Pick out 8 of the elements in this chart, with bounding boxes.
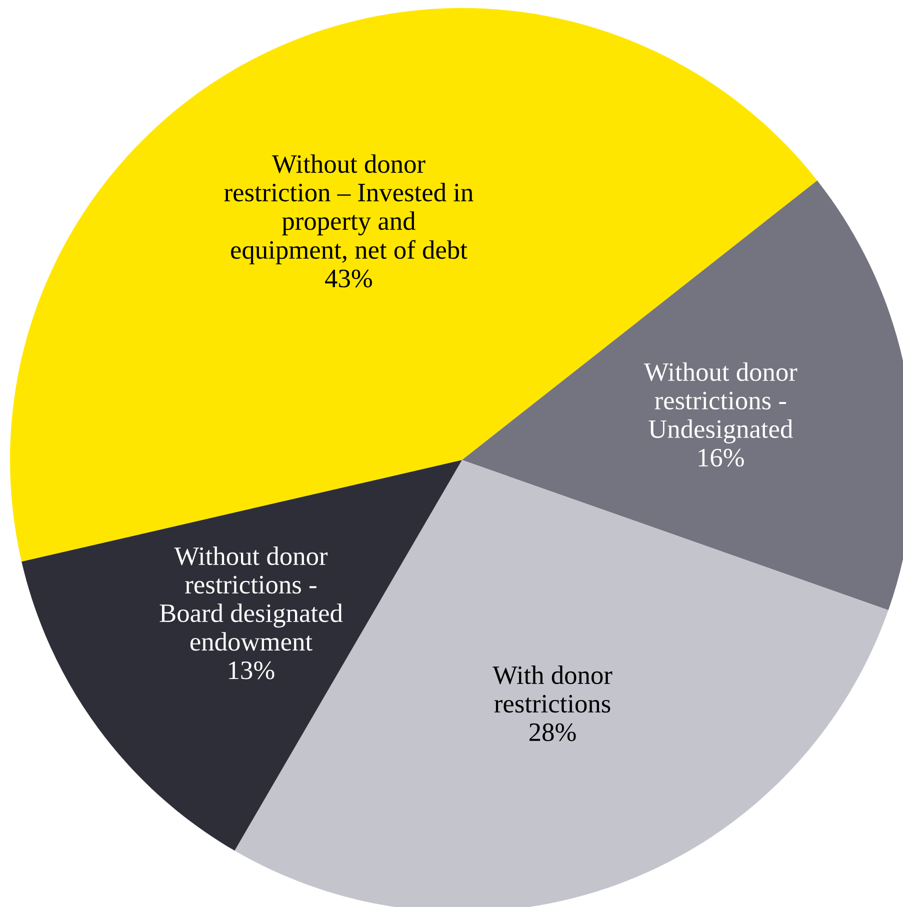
data-label: 28% bbox=[529, 723, 576, 742]
data-label: 13% bbox=[229, 661, 274, 680]
slice-label: With donor restrictions bbox=[492, 666, 612, 713]
data-label: 43% bbox=[325, 270, 372, 288]
data-label: 16% bbox=[698, 448, 744, 467]
slice-label: Without donor restrictions - Board designated endowment bbox=[160, 546, 343, 651]
slice-label: Without donor restrictions - Undesignated bbox=[644, 362, 798, 444]
slice-label: Without donor restriction – Invested in property and equipment, net of debt bbox=[224, 154, 474, 264]
